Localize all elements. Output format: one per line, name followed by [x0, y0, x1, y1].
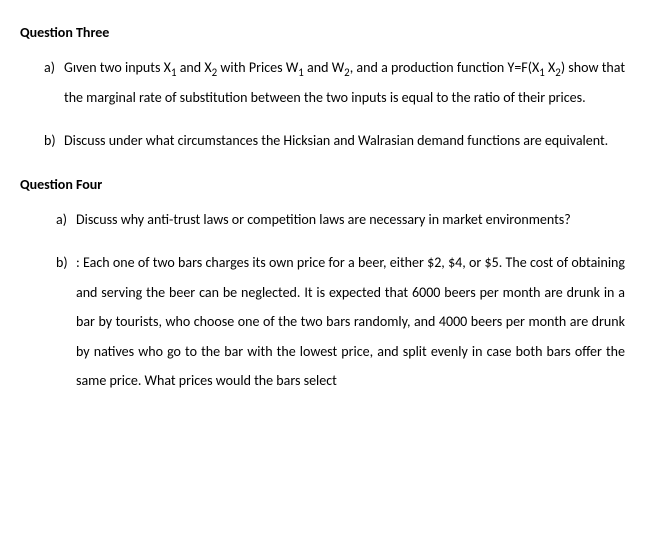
- q3-heading: Question Three: [20, 18, 625, 47]
- q3-item-b: b) Discuss under what circumstances the …: [20, 126, 625, 155]
- q4-a-label: a): [56, 205, 76, 234]
- q4-item-b: b) : Each one of two bars charges its ow…: [20, 248, 625, 395]
- q3-a-text: with Prices W: [217, 59, 298, 76]
- q3-a-text: and X: [176, 59, 211, 76]
- q4-b-body: : Each one of two bars charges its own p…: [76, 248, 625, 395]
- question-four: Question Four a) Discuss why anti-trust …: [20, 170, 625, 396]
- q3-b-body: Discuss under what circumstances the Hic…: [64, 126, 625, 155]
- q3-a-text: Gıven two inputs X: [64, 59, 171, 76]
- q3-item-a: a) Gıven two inputs X1 and X2 with Price…: [20, 53, 625, 112]
- q3-a-text: and W: [304, 59, 344, 76]
- q3-a-label: a): [44, 53, 64, 112]
- q3-a-body: Gıven two inputs X1 and X2 with Prices W…: [64, 53, 625, 112]
- q4-a-body: Discuss why anti-trust laws or competiti…: [76, 205, 625, 234]
- q3-a-text: X: [545, 59, 556, 76]
- q3-a-text: , and a production function Y=F(X: [350, 59, 540, 76]
- q3-b-label: b): [44, 126, 64, 155]
- q4-heading: Question Four: [20, 170, 625, 199]
- q4-b-label: b): [56, 248, 76, 395]
- question-three: Question Three a) Gıven two inputs X1 an…: [20, 18, 625, 156]
- q4-item-a: a) Discuss why anti-trust laws or compet…: [20, 205, 625, 234]
